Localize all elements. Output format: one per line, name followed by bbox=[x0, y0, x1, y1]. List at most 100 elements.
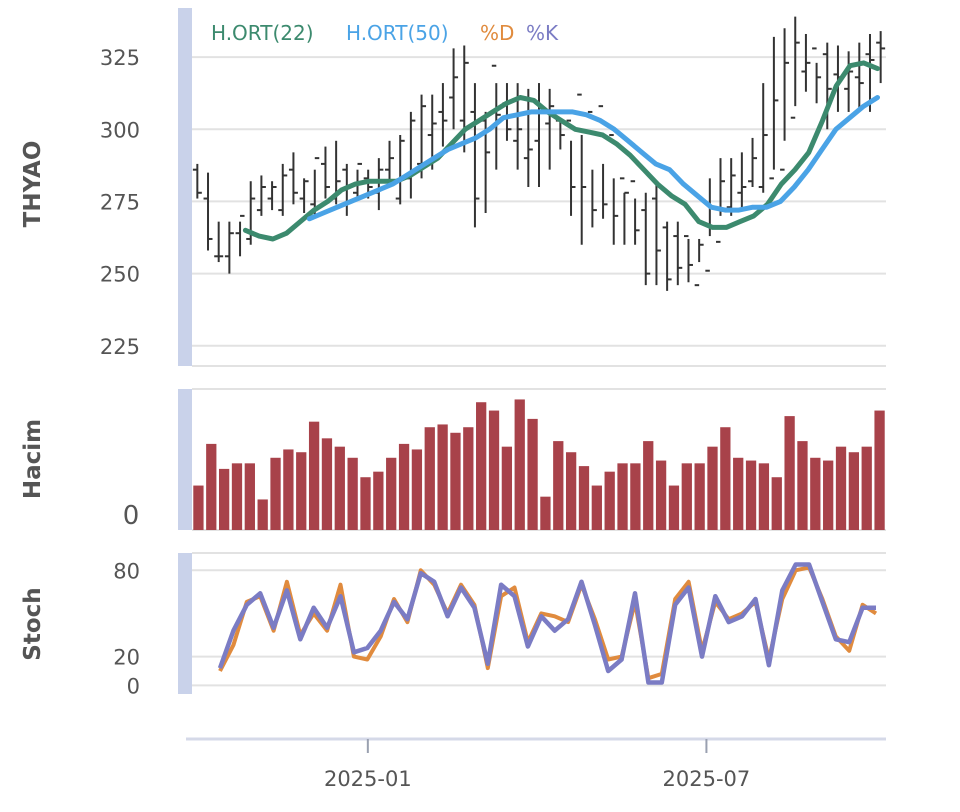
ohlc-bar bbox=[438, 83, 448, 147]
volume-bar bbox=[565, 452, 577, 530]
volume-bar bbox=[321, 438, 333, 530]
volume-bar bbox=[707, 446, 718, 530]
panel-band-0 bbox=[178, 8, 192, 366]
panel-titles: THYAO Hacim Stoch 0 bbox=[20, 141, 139, 661]
volume-bar bbox=[720, 427, 731, 530]
volume-bar bbox=[810, 457, 821, 530]
series-lines bbox=[217, 60, 880, 685]
ohlc-bar bbox=[235, 214, 245, 257]
volume-panel-ylabel: Hacim bbox=[20, 419, 46, 499]
volume-bar bbox=[360, 477, 371, 530]
ohlc-bar bbox=[769, 36, 779, 180]
stoch-tick-label: 0 bbox=[127, 674, 140, 698]
volume-bar bbox=[334, 446, 345, 530]
ohlc-bar bbox=[758, 83, 768, 193]
volume-bar bbox=[874, 410, 885, 530]
volume-bar bbox=[514, 399, 525, 530]
ohlc-bar bbox=[854, 42, 864, 112]
legend-item-d: %D bbox=[480, 21, 514, 45]
ohlc-bar bbox=[609, 134, 619, 245]
y-tick-labels: 225 250 275 300 325 0 20 80 bbox=[100, 46, 140, 698]
volume-bar bbox=[553, 441, 564, 530]
price-tick-label: 250 bbox=[100, 263, 140, 287]
volume-bar bbox=[398, 443, 410, 530]
ohlc-bar bbox=[865, 33, 875, 112]
legend-item-sma50: H.ORT(50) bbox=[346, 21, 449, 45]
ohlc-bar bbox=[256, 175, 266, 216]
ohlc-bar bbox=[619, 177, 629, 245]
stoch-tick-label: 20 bbox=[113, 646, 140, 670]
price-tick-label: 275 bbox=[100, 190, 140, 214]
volume-bar bbox=[643, 441, 654, 530]
volume-bar bbox=[193, 485, 204, 530]
ohlc-bar bbox=[812, 47, 822, 104]
ohlc-bar bbox=[598, 105, 608, 219]
ohlc-bar bbox=[587, 110, 597, 228]
volume-bar bbox=[231, 463, 243, 530]
volume-bar bbox=[668, 485, 680, 530]
volume-bar bbox=[206, 443, 217, 530]
volume-bar bbox=[617, 463, 628, 530]
ohlc-bar bbox=[630, 180, 640, 245]
ohlc-bar bbox=[523, 88, 533, 187]
volume-bar bbox=[218, 468, 230, 530]
ohlc-bar bbox=[320, 146, 330, 199]
ohlc-bar bbox=[790, 16, 800, 119]
volume-bar bbox=[797, 441, 808, 530]
volume-bar bbox=[694, 463, 705, 530]
ohlc-bar bbox=[192, 163, 202, 199]
volume-bar bbox=[745, 460, 757, 530]
ohlc-bar bbox=[801, 33, 811, 92]
volume-bar bbox=[347, 457, 358, 530]
volume-bar bbox=[476, 402, 487, 530]
ohlc-bar bbox=[844, 51, 854, 112]
ohlc-bar bbox=[876, 31, 886, 84]
volume-bar bbox=[630, 463, 641, 530]
ohlc-bar bbox=[683, 235, 693, 283]
ohlc-bar bbox=[673, 221, 683, 286]
volume-bar bbox=[283, 449, 294, 530]
ohlc-bar bbox=[641, 192, 651, 286]
volume-bar bbox=[655, 460, 667, 530]
ohlc-bar bbox=[224, 221, 234, 274]
volume-bar bbox=[463, 427, 474, 530]
legend-item-sma22: H.ORT(22) bbox=[211, 21, 314, 45]
ohlc-bar bbox=[780, 28, 790, 171]
ohlc-bar bbox=[694, 238, 704, 287]
volume-bar bbox=[540, 496, 551, 530]
ohlc-bar bbox=[716, 158, 725, 243]
price-tick-label: 300 bbox=[100, 118, 140, 142]
volume-bar bbox=[373, 471, 384, 530]
ohlc-bar bbox=[278, 163, 288, 216]
volume-bar bbox=[244, 463, 255, 530]
ohlc-bar bbox=[737, 152, 747, 208]
volume-bar bbox=[848, 452, 860, 530]
volume-bar bbox=[450, 432, 461, 530]
x-tick-label: 2025-07 bbox=[663, 767, 751, 791]
volume-bar bbox=[578, 466, 590, 530]
volume-bar bbox=[681, 463, 692, 530]
stoch-tick-label: 80 bbox=[113, 559, 140, 583]
legend: H.ORT(22) H.ORT(50) %D %K bbox=[211, 21, 559, 45]
ohlc-bar bbox=[214, 221, 224, 263]
price-tick-label: 325 bbox=[100, 46, 140, 70]
ohlc-bar bbox=[748, 137, 758, 187]
volume-bar bbox=[257, 499, 268, 530]
volume-bar bbox=[386, 457, 397, 530]
ohlc-bar bbox=[203, 172, 213, 251]
volume-bar bbox=[823, 460, 834, 530]
x-axis: 2025-01 2025-07 bbox=[186, 737, 886, 791]
ohlc-bar bbox=[662, 221, 672, 291]
ohlc-bar bbox=[566, 119, 576, 216]
volume-bar bbox=[501, 446, 513, 530]
ohlc-bar bbox=[470, 83, 480, 228]
volume-bar bbox=[308, 421, 320, 530]
volume-bar bbox=[270, 457, 281, 530]
ohlc-bar bbox=[651, 184, 661, 286]
panel-band-2 bbox=[178, 553, 192, 694]
volume-bar bbox=[411, 449, 423, 530]
sma50-line bbox=[306, 95, 880, 222]
volume-bar bbox=[784, 416, 795, 530]
